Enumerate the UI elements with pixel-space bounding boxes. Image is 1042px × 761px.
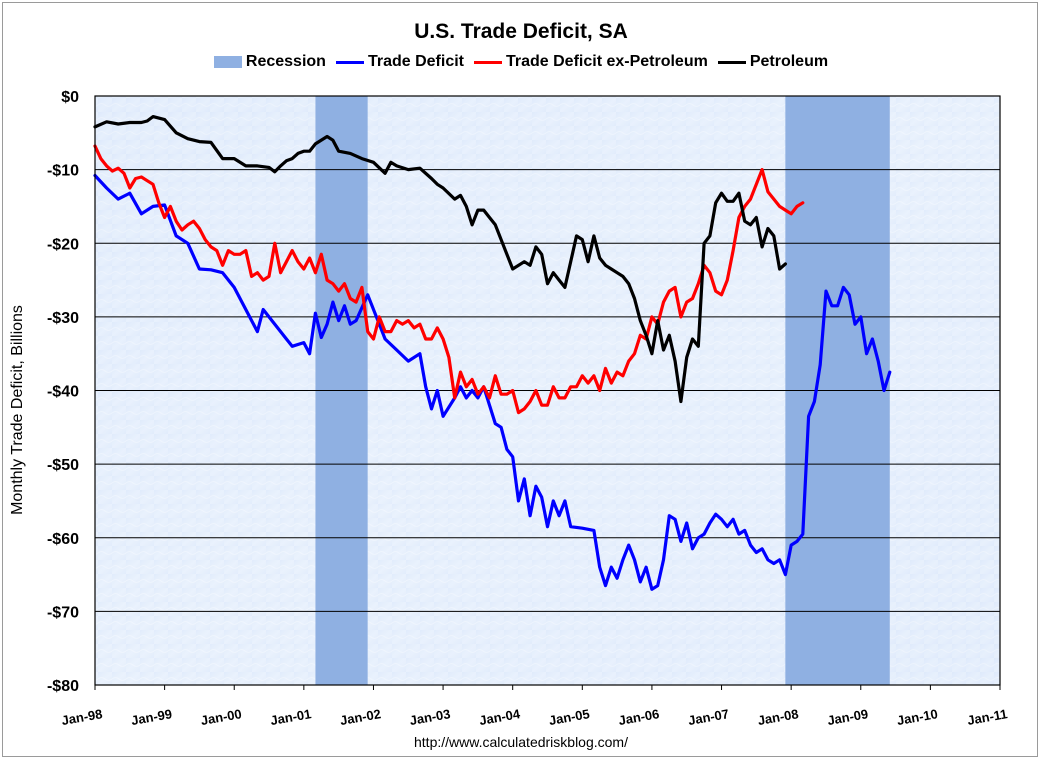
legend: Recession Trade Deficit Trade Deficit ex-P… <box>0 53 1042 71</box>
x-tick-label: Jan-09 <box>826 706 869 728</box>
legend-label: Petroleum <box>749 53 829 70</box>
y-tick-label: -$80 <box>47 678 79 695</box>
legend-label: Recession <box>245 53 326 70</box>
series-line-petroleum <box>93 114 788 404</box>
legend-swatch <box>213 56 242 68</box>
x-tick-label: Jan-06 <box>617 706 660 728</box>
y-tick-label: -$30 <box>47 310 79 327</box>
x-tick-label: Jan-02 <box>339 706 382 728</box>
legend-item-trade-deficit-ex-petroleum: Trade Deficit ex-Petroleum <box>473 53 708 71</box>
x-tick-label: Jan-98 <box>60 706 103 728</box>
legend-item-petroleum: Petroleum <box>717 53 829 71</box>
legend-swatch <box>717 60 746 64</box>
y-tick-label: -$70 <box>47 604 79 621</box>
legend-item-trade-deficit: Trade Deficit <box>335 53 464 71</box>
y-tick-label: -$10 <box>47 163 79 180</box>
x-tick-label: Jan-00 <box>200 706 243 728</box>
source-url[interactable]: http://www.calculatedriskblog.com/ <box>414 734 628 750</box>
x-tick-label: Jan-04 <box>478 706 522 728</box>
legend-swatch <box>335 60 364 64</box>
legend-swatch <box>473 60 502 64</box>
x-tick-label: Jan-11 <box>966 706 1008 728</box>
chart-title: U.S. Trade Deficit, SA <box>414 20 628 43</box>
x-tick-label: Jan-05 <box>548 706 591 728</box>
x-tick-label: Jan-10 <box>896 706 939 728</box>
y-tick-label: -$40 <box>47 384 79 401</box>
y-tick-label: -$20 <box>47 236 79 253</box>
x-tick-label: Jan-07 <box>687 706 730 728</box>
x-tick-label: Jan-03 <box>408 706 451 728</box>
x-tick-label: Jan-01 <box>269 706 312 728</box>
plot-border <box>94 95 1001 686</box>
legend-label: Trade Deficit <box>367 53 464 70</box>
x-tick-label: Jan-08 <box>756 706 799 728</box>
series-line-trade-deficit <box>93 173 892 591</box>
y-tick-label: -$50 <box>47 457 79 474</box>
legend-label: Trade Deficit ex-Petroleum <box>505 53 708 70</box>
y-tick-label: -$60 <box>47 531 79 548</box>
y-tick-label: $0 <box>61 89 79 106</box>
legend-item-recession: Recession <box>213 53 326 71</box>
series-line-trade-deficit-ex-petroleum <box>93 144 805 415</box>
x-tick-label: Jan-99 <box>130 706 173 728</box>
